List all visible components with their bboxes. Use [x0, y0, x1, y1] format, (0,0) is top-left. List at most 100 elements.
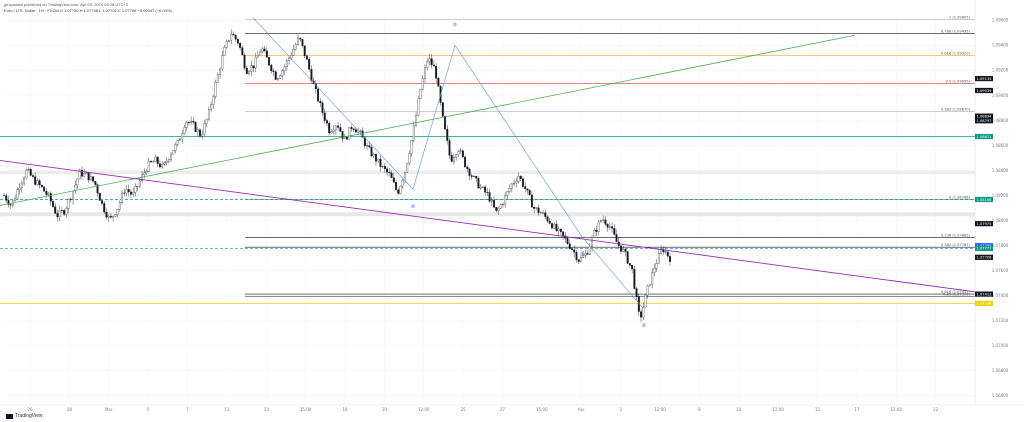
- candle-body: [67, 199, 70, 209]
- candle-body: [121, 192, 124, 203]
- candle-body: [27, 169, 30, 171]
- candle-body: [350, 127, 353, 129]
- candle-body: [579, 257, 582, 262]
- candle-body: [397, 189, 400, 194]
- candle-body: [334, 125, 337, 131]
- candle-body: [522, 178, 524, 187]
- candle-body: [281, 70, 284, 76]
- candle-body: [466, 166, 469, 170]
- candle-body: [470, 175, 473, 177]
- candle-body: [261, 48, 264, 53]
- candle-body: [214, 82, 217, 97]
- candle-body: [613, 228, 616, 235]
- price-badge-label: 1.08834: [977, 114, 993, 118]
- candle-body: [18, 187, 21, 190]
- candle-body: [212, 96, 215, 105]
- candle-body: [130, 191, 132, 195]
- candle-body: [602, 219, 605, 221]
- candle-body: [386, 168, 389, 173]
- price-tick-label: 1.09400: [992, 43, 1009, 48]
- candle-body: [330, 131, 333, 134]
- candle-body: [597, 221, 600, 232]
- fib-level-label: 0.5 (1.09095): [945, 79, 970, 83]
- candle-body: [410, 140, 413, 154]
- candle-body: [555, 223, 558, 231]
- candle-body: [651, 272, 654, 285]
- candle-body: [107, 216, 110, 218]
- candle-body: [301, 39, 304, 46]
- candle-body: [501, 203, 504, 205]
- candle-body: [317, 88, 320, 102]
- candle-body: [254, 56, 257, 69]
- candle-body: [599, 220, 602, 223]
- candle-body: [234, 34, 237, 40]
- candle-body: [510, 183, 513, 189]
- candle-body: [666, 251, 669, 257]
- candle-body: [649, 284, 651, 287]
- price-badge: [975, 118, 993, 124]
- candle-body: [626, 251, 629, 264]
- candle-body: [375, 154, 377, 162]
- candle-body: [96, 184, 99, 194]
- support-zone: [0, 212, 975, 217]
- fib-level-label: 0.382 (1.08870): [941, 108, 971, 112]
- price-tick-label: 1.09200: [992, 68, 1009, 73]
- downtrend-line: [0, 159, 976, 293]
- candle-body: [548, 220, 551, 224]
- candle-body: [352, 128, 355, 130]
- candle-body: [14, 197, 17, 201]
- candle-body: [495, 207, 498, 211]
- candle-body: [98, 192, 101, 201]
- candle-body: [628, 263, 631, 266]
- price-tick-label: 1.07000: [992, 343, 1009, 348]
- candle-body: [640, 311, 642, 318]
- candle-body: [285, 60, 288, 68]
- candle-body: [319, 100, 322, 103]
- candle-body: [477, 178, 480, 189]
- candle-body: [292, 49, 295, 56]
- candle-body: [644, 294, 647, 308]
- candle-body: [25, 169, 28, 179]
- candle-body: [263, 48, 266, 52]
- candle-body: [101, 200, 103, 204]
- candle-body: [163, 162, 166, 165]
- candle-body: [125, 189, 128, 194]
- candle-body: [366, 145, 369, 147]
- candle-body: [252, 65, 255, 69]
- candle-body: [187, 122, 190, 123]
- candle-body: [103, 203, 106, 213]
- price-tick-label: 1.08000: [992, 218, 1009, 223]
- candle-body: [528, 189, 531, 196]
- candle-body: [346, 137, 348, 140]
- candle-body: [32, 175, 34, 177]
- candle-body: [631, 265, 634, 270]
- price-tick-label: 1.06800: [992, 368, 1009, 373]
- candle-body: [559, 228, 562, 232]
- candle-body: [38, 180, 41, 186]
- fib-level-label: 0.65 (1.07391): [943, 293, 970, 297]
- candle-body: [530, 194, 533, 208]
- price-tick-label: 1.06600: [992, 393, 1009, 398]
- candle-body: [230, 33, 233, 41]
- candle-body: [303, 45, 306, 57]
- candle-body: [74, 184, 77, 192]
- price-badge-label: 1.07412: [977, 292, 992, 296]
- support-zone: [0, 170, 975, 174]
- candle-body: [29, 169, 32, 176]
- candle-body: [620, 245, 622, 252]
- candle-body: [595, 230, 598, 232]
- time-tick-label: 17: [854, 407, 860, 412]
- candle-body: [268, 57, 271, 66]
- symbol-legend: Euro / U.S. Dollar · 1H · FXCM O 1.07750…: [4, 8, 172, 13]
- candle-body: [642, 306, 645, 318]
- price-badge: [975, 196, 993, 203]
- fib-levels: 1 (1.09605) 0.786 (1.09495) 0.618 (1.09320…: [0, 16, 975, 304]
- candle-body: [245, 68, 248, 74]
- price-badge: [975, 243, 993, 249]
- candle-body: [205, 118, 208, 124]
- candle-body: [136, 185, 139, 187]
- candle-body: [81, 169, 83, 177]
- chart-grid: [4, 14, 975, 402]
- candle-body: [223, 47, 226, 56]
